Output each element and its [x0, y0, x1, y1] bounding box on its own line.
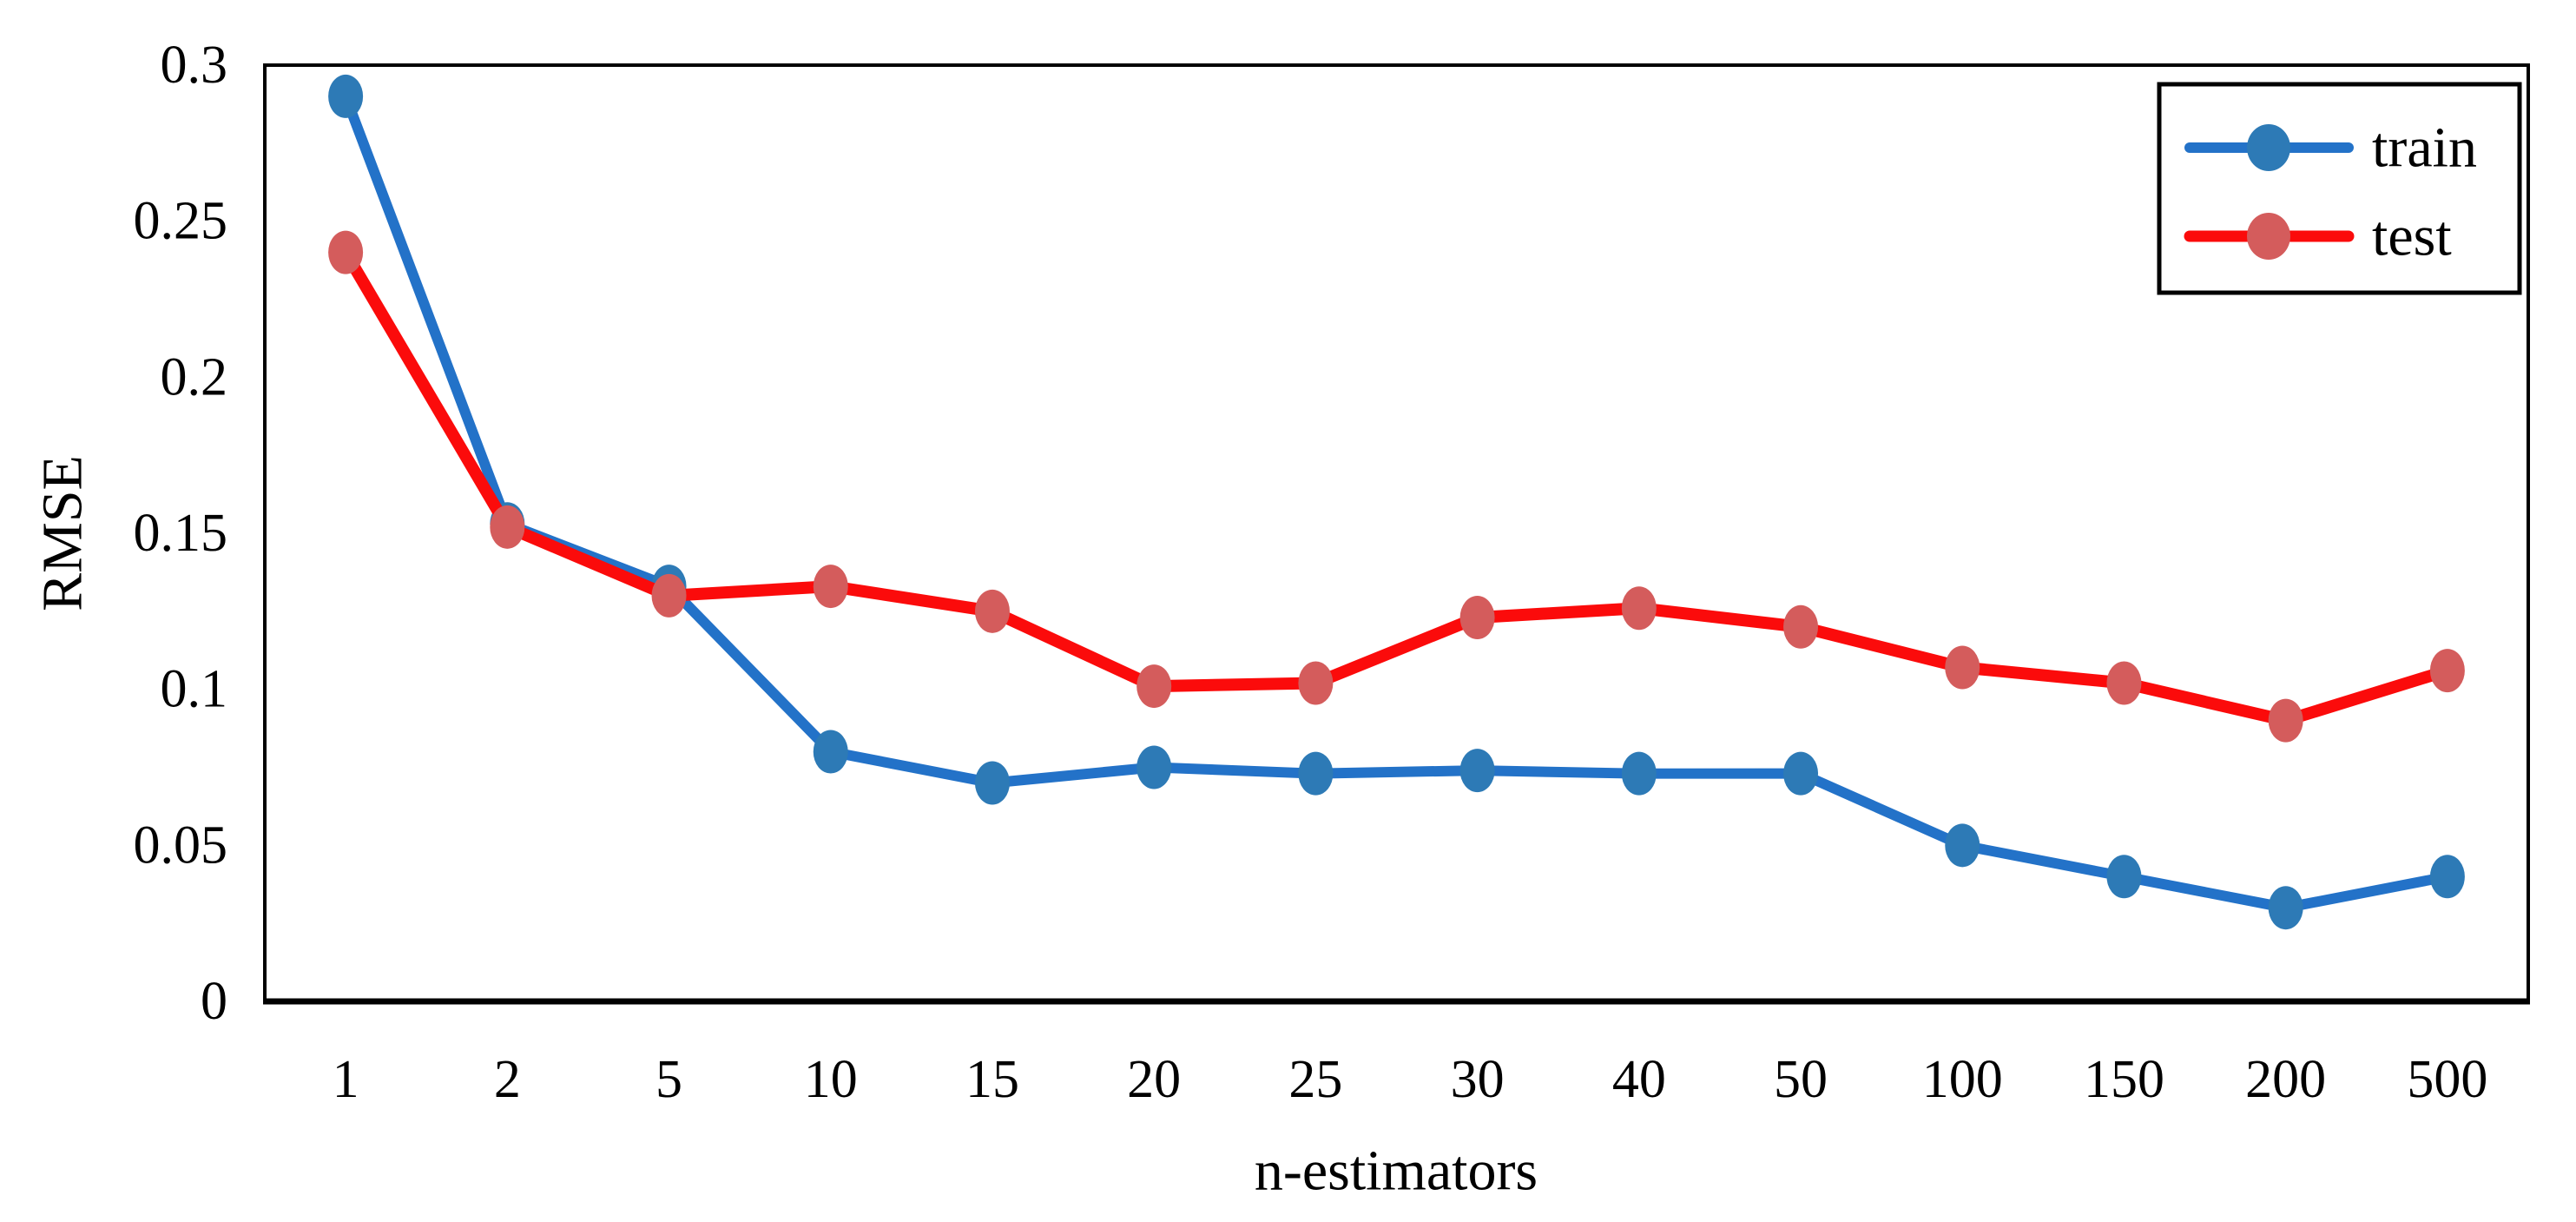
legend-test-marker [2247, 213, 2290, 260]
series-test-marker [2268, 698, 2303, 743]
series-train-marker [1945, 823, 1980, 868]
y-tick-label: 0.2 [161, 347, 228, 406]
y-tick-label: 0 [201, 972, 227, 1031]
series-train-marker [1783, 751, 1819, 796]
series-test-marker [2429, 649, 2465, 693]
x-axis-tick-labels: 1 2 5 10 15 20 25 30 40 50 100 150 200 500 [333, 1050, 2488, 1109]
legend-train-marker [2247, 124, 2290, 171]
series-train-marker [1459, 749, 1495, 793]
series-test-marker [1136, 664, 1172, 709]
series-test-marker [2106, 661, 2142, 705]
series-test-marker [1621, 586, 1657, 631]
series-train-marker [813, 730, 848, 774]
legend-test-label: test [2372, 205, 2452, 268]
x-tick-label: 30 [1451, 1050, 1505, 1109]
series-test-marker [1298, 661, 1334, 705]
legend-train-label: train [2372, 116, 2477, 180]
series-test-marker [651, 573, 687, 618]
series-test-marker [328, 230, 364, 274]
x-tick-label: 15 [965, 1050, 1019, 1109]
series-train-marker [974, 761, 1010, 805]
series-test-marker [1945, 645, 1980, 690]
x-tick-label: 100 [1922, 1050, 2003, 1109]
series-test-marker [1783, 604, 1819, 649]
series-train-line [340, 90, 2453, 914]
series-train-marker [1621, 751, 1657, 796]
x-tick-label: 200 [2245, 1050, 2326, 1109]
x-tick-label: 2 [494, 1050, 521, 1109]
series-train [328, 74, 2465, 930]
x-tick-label: 25 [1288, 1050, 1342, 1109]
legend: train test [2157, 82, 2522, 295]
y-tick-label: 0.15 [134, 504, 228, 563]
series-train-marker [328, 74, 364, 118]
legend-box [2157, 82, 2522, 295]
y-tick-label: 0.3 [161, 36, 228, 95]
series-train-marker [2106, 855, 2142, 899]
series-layer [328, 74, 2465, 930]
y-tick-label: 0.25 [134, 192, 228, 251]
y-axis-tick-labels: 0 0.05 0.1 0.15 0.2 0.25 0.3 [134, 36, 228, 1031]
series-train-marker [2429, 855, 2465, 899]
x-tick-label: 40 [1612, 1050, 1666, 1109]
series-test-marker [813, 565, 848, 609]
x-tick-label: 1 [333, 1050, 359, 1109]
x-tick-label: 5 [656, 1050, 682, 1109]
x-tick-label: 10 [804, 1050, 858, 1109]
series-test-marker [974, 589, 1010, 633]
x-tick-label: 500 [2407, 1050, 2487, 1109]
x-axis-title: n-estimators [1255, 1139, 1538, 1203]
series-test [328, 230, 2465, 743]
series-test-line [339, 246, 2454, 727]
y-tick-label: 0.05 [134, 816, 228, 875]
y-tick-label: 0.1 [161, 660, 228, 719]
x-tick-label: 20 [1127, 1050, 1181, 1109]
x-tick-label: 50 [1774, 1050, 1828, 1109]
x-tick-label: 150 [2084, 1050, 2164, 1109]
series-test-marker [490, 505, 525, 549]
series-train-marker [2268, 886, 2303, 930]
series-train-marker [1298, 751, 1334, 796]
y-axis-title: RMSE [31, 455, 95, 611]
series-test-marker [1459, 596, 1495, 640]
series-train-marker [1136, 745, 1172, 789]
